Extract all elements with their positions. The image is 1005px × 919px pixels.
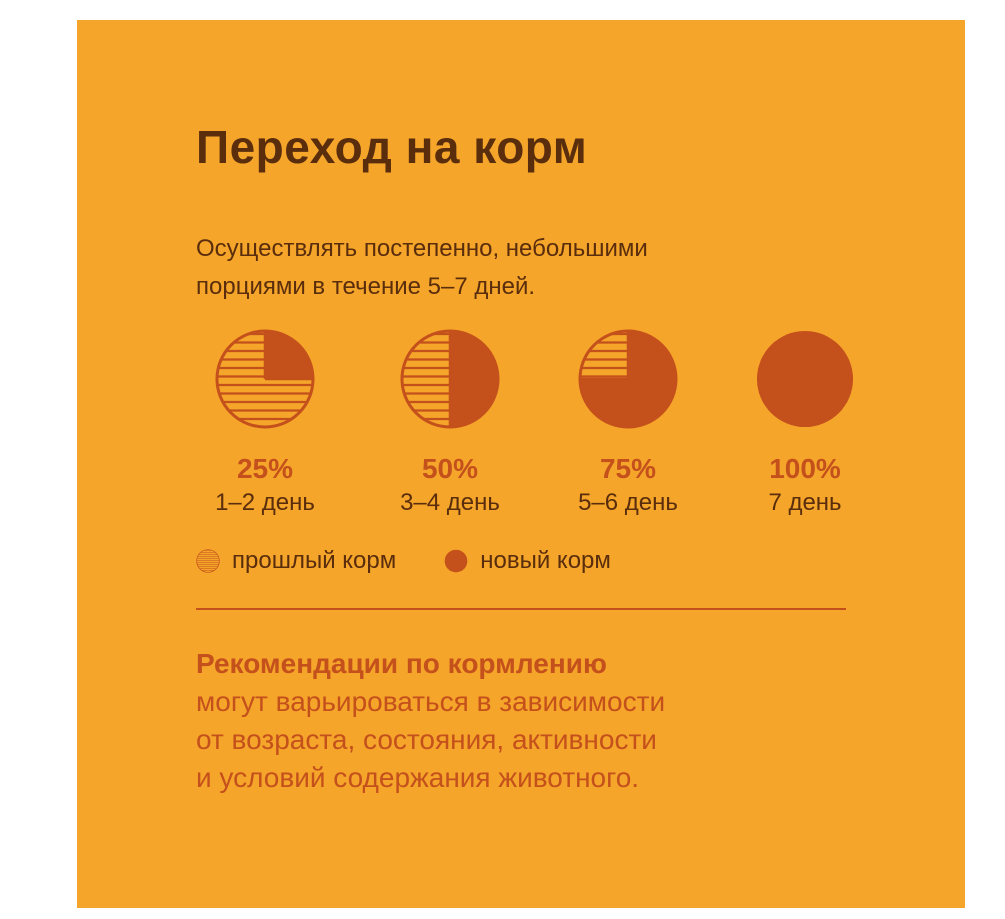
stage-25: 25% 1–2 день xyxy=(175,328,355,520)
stage-pie-icon xyxy=(578,329,678,429)
filled-circle-icon xyxy=(444,549,468,573)
legend: прошлый корм новый корм xyxy=(196,543,659,579)
stage-days: 7 день xyxy=(768,489,842,516)
subtitle: Осуществлять постепенно, небольшими порц… xyxy=(196,230,836,306)
legend-new-food: новый корм xyxy=(444,547,611,575)
stage-pie-icon xyxy=(215,329,315,429)
subtitle-line-1: Осуществлять постепенно, небольшими xyxy=(196,235,648,262)
divider xyxy=(196,608,846,610)
feeding-transition-card: Переход на корм Осуществлять постепенно,… xyxy=(77,20,965,908)
stage-75: 75% 5–6 день xyxy=(538,328,718,520)
page-title: Переход на корм xyxy=(196,121,588,173)
stage-percent: 100% xyxy=(769,453,841,484)
note-line-1: могут варьироваться в зависимости xyxy=(196,686,666,717)
legend-old-food-label: прошлый корм xyxy=(232,547,397,574)
stage-percent: 50% xyxy=(421,453,479,484)
stage-100: 100% 7 день xyxy=(715,328,895,520)
legend-new-food-label: новый корм xyxy=(480,547,611,574)
stage-percent: 25% xyxy=(236,453,294,484)
note-line-2: от возраста, состояния, активности xyxy=(196,724,657,755)
stage-days: 5–6 день xyxy=(578,489,678,516)
feeding-note: Рекомендации по кормлению могут варьиров… xyxy=(196,645,896,797)
stage-days: 1–2 день xyxy=(215,489,315,516)
striped-circle-icon xyxy=(196,549,220,573)
stage-50: 50% 3–4 день xyxy=(360,328,540,520)
note-heading: Рекомендации по кормлению xyxy=(196,648,607,679)
note-line-3: и условий содержания животного. xyxy=(196,762,640,793)
stage-pie-icon xyxy=(400,329,500,429)
stage-percent: 75% xyxy=(599,453,657,484)
legend-old-food: прошлый корм xyxy=(196,547,396,575)
stage-pie-icon xyxy=(757,331,853,427)
subtitle-line-2: порциями в течение 5–7 дней. xyxy=(196,273,536,300)
stage-days: 3–4 день xyxy=(400,489,500,516)
transition-stages: 25% 1–2 день 50% 3–4 день 75% 5–6 день 1… xyxy=(175,328,895,538)
